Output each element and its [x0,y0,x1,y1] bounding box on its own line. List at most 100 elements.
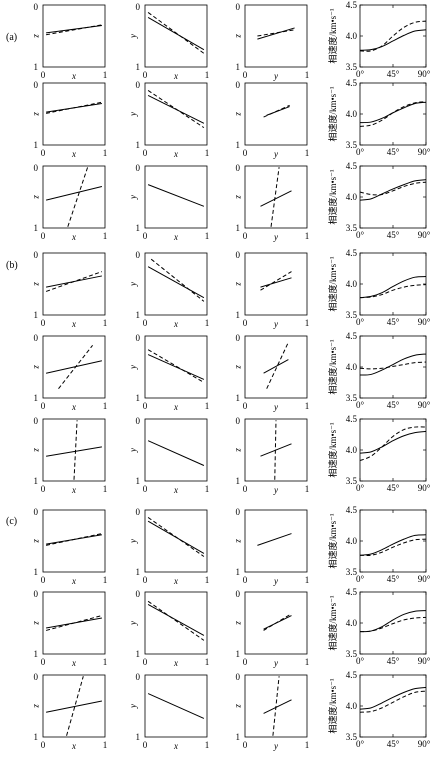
panel-frame [359,82,427,146]
x-tick-label: 45° [387,317,400,327]
solid-curve [359,686,427,710]
phase-velocity-label: 相速度/km•s⁻¹ [327,678,338,733]
y-tick-label: 3.5 [346,393,358,403]
solid-line [46,700,102,713]
y-tick-label: 3.5 [346,140,358,150]
panel-xy-row-6: 010 1xy [128,416,209,495]
panel-frame [42,252,106,316]
solid-curve [359,29,427,51]
x-tick-label: 0 [243,231,248,241]
y-axis-label: z [234,194,244,199]
dashed-line [147,12,205,54]
panel-phase-row-6: 3.5 4.0 4.5 0° 45° 90° 相速度/km•s⁻¹ [327,414,431,493]
x-axis-label: x [173,658,178,668]
x-tick-label: 0° [356,317,365,327]
y-tick-label: 1 [236,393,241,403]
x-axis-label: x [173,485,178,495]
y-axis-label: z [32,194,42,199]
y-axis-label: z [234,538,244,543]
panel-yz-row-2: 010 1yz [234,80,309,159]
solid-line [257,27,295,40]
x-tick-label: 0 [41,657,46,667]
y-tick-label: 0 [136,333,141,343]
panel-phase-row-2: 3.5 4.0 4.5 0° 45° 90° 相速度/km•s⁻¹ [327,78,431,157]
y-tick-label: 0 [236,416,241,426]
dashed-line [45,615,103,631]
x-tick-label: 1 [103,318,108,328]
x-axis-label: x [173,232,178,242]
dashed-line [45,533,103,546]
x-tick-label: 0 [41,70,46,80]
x-tick-label: 90° [418,230,431,240]
x-tick-label: 1 [205,148,210,158]
y-axis-label: y [128,34,138,39]
y-axis-label: z [32,111,42,116]
dashed-curve [359,361,427,370]
panel-frame [144,82,208,146]
y-tick-label: 3.5 [346,649,358,659]
x-tick-label: 1 [305,657,310,667]
x-tick-label: 1 [205,70,210,80]
dashed-line [263,104,290,118]
y-tick-label: 4.0 [346,109,358,119]
y-tick-label: 4.5 [346,505,358,515]
x-tick-label: 90° [418,483,431,493]
y-axis-label: z [234,620,244,625]
y-tick-label: 1 [236,223,241,233]
y-axis-label: z [32,281,42,286]
x-tick-label: 90° [418,317,431,327]
panel-phase-row-9: 3.5 4.0 4.5 0° 45° 90° 相速度/km•s⁻¹ [327,670,431,749]
y-tick-label: 1 [136,649,141,659]
x-tick-label: 0 [143,657,148,667]
x-tick-label: 0 [243,318,248,328]
solid-line [147,440,205,466]
x-axis-label: x [173,319,178,329]
panel-xz-row-8: 010 1xz [32,589,107,668]
y-tick-label: 0 [34,507,39,517]
panel-frame [42,82,106,146]
panel-yz-row-6: 010 1yz [234,416,309,495]
panel-yz-row-4: 010 1yz [234,250,309,329]
y-axis-label: z [234,703,244,708]
x-tick-label: 0 [143,575,148,585]
y-tick-label: 4.0 [346,31,358,41]
y-tick-label: 0 [236,333,241,343]
y-axis-label: z [234,111,244,116]
dashed-line [274,420,277,480]
y-tick-label: 0 [136,163,141,173]
panel-xz-row-9: 010 1xz [32,672,107,751]
x-tick-label: 0 [41,148,46,158]
panel-frame [359,165,427,229]
y-tick-label: 1 [236,732,241,742]
x-tick-label: 1 [205,231,210,241]
y-axis-label: y [128,365,138,370]
x-tick-label: 0° [356,147,365,157]
x-tick-label: 45° [387,483,400,493]
x-tick-label: 45° [387,230,400,240]
x-tick-label: 0 [243,401,248,411]
panel-frame [144,591,208,655]
y-axis-label: z [234,447,244,452]
x-axis-label: x [71,319,76,329]
y-tick-label: 4.0 [346,445,358,455]
y-axis-label: z [32,33,42,38]
x-tick-label: 0 [243,740,248,750]
x-tick-label: 0 [243,484,248,494]
y-tick-label: 4.0 [346,362,358,372]
y-axis-label: y [128,282,138,287]
x-axis-label: y [273,741,278,751]
y-tick-label: 3.5 [346,62,358,72]
y-tick-label: 4.5 [346,78,358,88]
y-tick-label: 1 [34,476,39,486]
x-tick-label: 1 [205,575,210,585]
x-axis-label: y [273,149,278,159]
solid-line [46,446,102,457]
x-tick-label: 1 [305,484,310,494]
solid-line [257,533,292,546]
x-tick-label: 0 [41,575,46,585]
phase-velocity-label: 相速度/km•s⁻¹ [327,256,338,311]
solid-line [263,359,289,374]
panel-xy-row-5: 010 1xy [128,333,209,412]
panel-frame [42,418,106,482]
